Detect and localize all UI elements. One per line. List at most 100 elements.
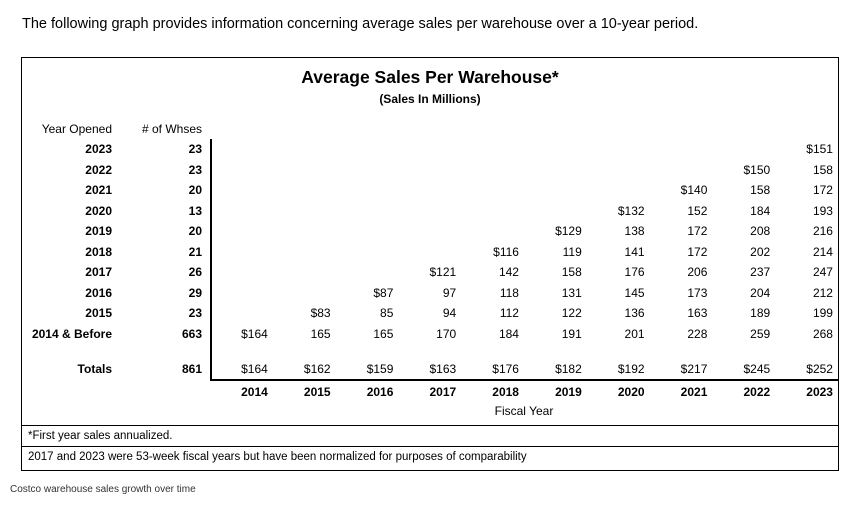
- sales-value: 201: [624, 326, 645, 341]
- totals-sales-value: $192: [617, 362, 645, 377]
- chart-subtitle: (Sales In Millions): [379, 92, 481, 106]
- sales-value: 97: [442, 285, 457, 300]
- sales-value: 122: [561, 306, 582, 321]
- fiscal-year-label: 2018: [492, 385, 519, 399]
- sales-value: 191: [561, 326, 582, 341]
- totals-sales-value: $164: [241, 362, 268, 377]
- sales-value: 152: [687, 203, 708, 218]
- sales-value: 184: [498, 326, 519, 341]
- sales-value: 208: [750, 224, 771, 239]
- num-whses-value: 20: [188, 224, 202, 239]
- totals-sales-value: $182: [555, 362, 582, 377]
- footnote-annualized: *First year sales annualized.: [28, 430, 173, 442]
- x-axis-title: Fiscal Year: [494, 404, 554, 418]
- sales-value: 119: [562, 244, 582, 259]
- year-opened-value: 2019: [85, 224, 112, 239]
- year-opened-value: 2016: [85, 285, 112, 300]
- num-whses-value: 20: [188, 183, 202, 198]
- num-whses-value: 23: [188, 306, 202, 321]
- sales-value: 85: [380, 306, 394, 321]
- year-opened-value: 2018: [85, 244, 112, 259]
- fiscal-year-label: 2022: [743, 385, 771, 399]
- year-opened-value: 2020: [85, 203, 112, 218]
- sales-value: 136: [624, 306, 645, 321]
- sales-value: 204: [750, 285, 771, 300]
- sales-value: 163: [687, 306, 708, 321]
- year-opened-value: 2017: [85, 265, 112, 280]
- sales-value: $140: [680, 183, 708, 198]
- num-whses-value: 23: [188, 162, 202, 177]
- table-row: 2020 13 $132 152 184 193: [22, 201, 838, 222]
- sales-value: 212: [812, 285, 833, 300]
- spacer-row: [22, 344, 838, 359]
- chart-box: Average Sales Per Warehouse* (Sales In M…: [21, 57, 839, 471]
- totals-sales-value: $176: [492, 362, 519, 377]
- sales-value: 165: [373, 326, 394, 341]
- fiscal-year-label: 2016: [366, 385, 394, 399]
- totals-label: Totals: [77, 362, 112, 377]
- y-axis-line: [210, 139, 212, 380]
- sales-value: 158: [750, 183, 771, 198]
- totals-sales-value: $162: [303, 362, 331, 377]
- totals-sales-value: $252: [806, 362, 833, 377]
- num-whses-value: 26: [188, 265, 202, 280]
- year-opened-value: 2014 & Before: [31, 326, 112, 341]
- year-opened-value: 2022: [85, 162, 112, 177]
- sales-value: 259: [750, 326, 771, 341]
- sales-value: 142: [498, 265, 519, 280]
- sales-value: $164: [241, 326, 268, 341]
- sales-value: 228: [687, 326, 708, 341]
- sales-value: 145: [624, 285, 645, 300]
- num-whses-value: 21: [188, 244, 202, 259]
- year-opened-header: Year Opened: [41, 121, 112, 136]
- sales-value: 247: [812, 265, 833, 280]
- sales-value: 94: [442, 306, 457, 321]
- sales-value: 214: [812, 244, 833, 259]
- sales-value: 173: [687, 285, 708, 300]
- footnote-divider-top: [22, 425, 838, 426]
- year-opened-value: 2021: [85, 183, 112, 198]
- sales-table: Year Opened # of Whses 2023 23 $151 2022 23 $…: [22, 118, 838, 380]
- fiscal-year-label: 2014: [241, 385, 268, 399]
- sales-value: $83: [310, 306, 331, 321]
- sales-value: 176: [624, 265, 645, 280]
- x-axis-line: [210, 379, 838, 381]
- sales-value: 172: [812, 183, 833, 198]
- sales-value: $151: [806, 142, 833, 157]
- table-row: 2015 23 $83 85 94 112 122 136 163 189 199: [22, 303, 838, 324]
- sales-value: 172: [687, 224, 708, 239]
- sales-value: $121: [429, 265, 457, 280]
- table-row: 2016 29 $87 97 118 131 145 173 204 212: [22, 283, 838, 304]
- footnote-53-week: 2017 and 2023 were 53-week fiscal years …: [28, 451, 527, 463]
- sales-value: 184: [750, 203, 771, 218]
- fiscal-year-label: 2019: [555, 385, 582, 399]
- sales-value: 112: [499, 306, 519, 321]
- fiscal-year-label: 2021: [680, 385, 708, 399]
- sales-value: 141: [624, 244, 645, 259]
- sales-value: 189: [750, 306, 771, 321]
- totals-sales-value: $163: [429, 362, 457, 377]
- sales-value: 268: [812, 326, 833, 341]
- sales-value: 158: [561, 265, 582, 280]
- num-whses-value: 29: [188, 285, 202, 300]
- sales-value: 158: [812, 162, 833, 177]
- table-row: 2023 23 $151: [22, 139, 838, 160]
- fiscal-year-label: 2020: [617, 385, 645, 399]
- sales-value: 138: [624, 224, 645, 239]
- year-opened-value: 2023: [85, 142, 112, 157]
- totals-num-whses: 861: [181, 362, 202, 377]
- num-whses-value: 663: [181, 326, 202, 341]
- table-row: 2021 20 $140 158 172: [22, 180, 838, 201]
- sales-value: 193: [812, 203, 833, 218]
- sales-value: $129: [555, 224, 582, 239]
- sales-value: $87: [373, 285, 394, 300]
- fiscal-year-label: 2023: [806, 385, 833, 399]
- sales-value: 206: [687, 265, 708, 280]
- sales-value: $150: [743, 162, 771, 177]
- sales-value: 202: [750, 244, 771, 259]
- table-row: 2018 21 $116 119 141 172 202 214: [22, 242, 838, 263]
- sales-value: 237: [750, 265, 771, 280]
- sales-value: 216: [812, 224, 833, 239]
- table-header-row: Year Opened # of Whses: [22, 118, 838, 139]
